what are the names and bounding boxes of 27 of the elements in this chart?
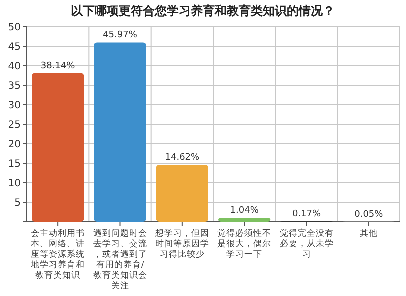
y-tick-label: 45 [8,42,21,53]
bar [218,218,271,222]
chart-title: 以下哪项更符合您学习养育和教育类知识的情况？ [71,4,335,18]
x-tick-label: 觉得必须性不是很大，偶尔学习一下 [218,228,272,260]
y-tick-label: 20 [8,140,21,150]
bar [156,164,208,222]
y-tick-label: 35 [8,81,21,92]
x-tick-label: 会主动利用书本、网络、讲座等资源系统地学习养育和教育类知识 [30,228,86,281]
data-label: 0.05% [354,210,384,220]
y-tick-label: 30 [8,100,21,112]
y-tick-label: 40 [8,62,21,72]
y-tick-label: 10 [8,178,21,190]
x-tick-label: 其他 [360,228,378,239]
data-label: 38.14% [40,61,76,72]
data-label: 1.04% [230,206,260,216]
bar [94,42,146,222]
y-tick-label: 50 [8,22,21,34]
x-tick-label: 遇到问题时会去学习、交流，或者遇到了有用的养育/教育类知识会关注 [93,228,148,292]
x-tick-label: 想学习，但因时间等原因学习得比较少 [154,228,210,260]
y-tick-label: 15 [8,159,21,170]
y-tick-label: 25 [8,120,21,131]
data-label: 45.97% [103,30,138,41]
data-label: 14.62% [165,152,200,163]
y-tick-label: 5 [14,198,21,209]
x-tick-label: 觉得完全没有必要，从未学习 [280,228,334,260]
data-label: 0.17% [292,209,322,220]
bar [32,73,84,222]
